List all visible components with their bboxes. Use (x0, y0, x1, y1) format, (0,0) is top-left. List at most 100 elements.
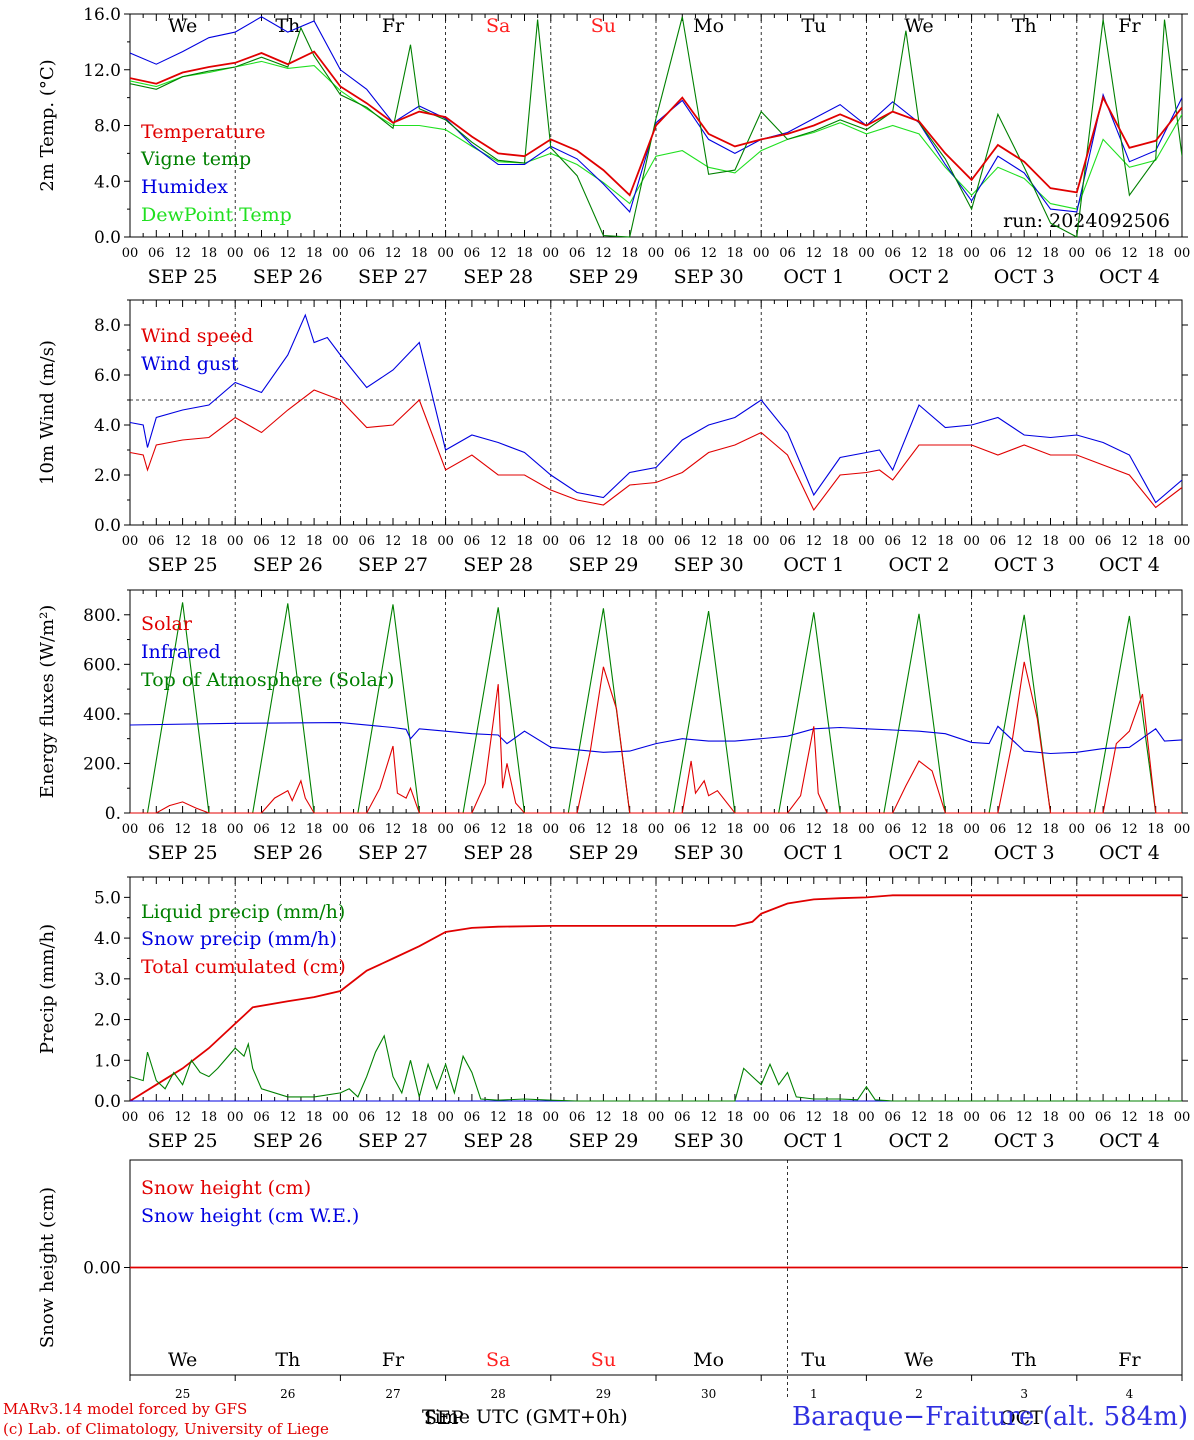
hour-tick-label: 00 (648, 246, 665, 261)
y-tick-label: 400. (83, 705, 121, 725)
series-line-vigne-temp (130, 16, 1182, 238)
hour-tick-label: 18 (937, 534, 954, 549)
weekday-label: Su (591, 15, 616, 37)
hour-tick-label: 06 (148, 822, 165, 837)
y-tick-label: 200. (83, 754, 121, 774)
date-label: OCT 3 (994, 842, 1055, 864)
hour-tick-label: 12 (280, 822, 297, 837)
y-axis-title: Precip (mm/h) (37, 924, 58, 1054)
hour-tick-label: 00 (648, 822, 665, 837)
date-label: SEP 27 (358, 842, 428, 864)
date-label: SEP 28 (463, 842, 533, 864)
hour-tick-label: 00 (437, 1110, 454, 1125)
hour-tick-label: 06 (779, 246, 796, 261)
run-label: run: 2024092506 (1003, 210, 1170, 232)
hour-tick-label: 00 (437, 534, 454, 549)
hour-tick-label: 06 (253, 1110, 270, 1125)
weekday-label: We (168, 15, 197, 37)
panel-1: 0.0 4.0 8.0 12.0 16.0 2m Temp. (°C) 00 06 12 18 00… (37, 5, 1190, 288)
hour-tick-label: 06 (464, 1110, 481, 1125)
hour-tick-label: 00 (1174, 246, 1191, 261)
hour-tick-label: 06 (884, 1110, 901, 1125)
hour-tick-label: 12 (1016, 822, 1033, 837)
hour-tick-label: 06 (674, 534, 691, 549)
hour-tick-label: 12 (174, 246, 191, 261)
date-label: OCT 1 (783, 1130, 844, 1152)
date-label: SEP 25 (148, 266, 218, 288)
hour-tick-label: 18 (621, 822, 638, 837)
hour-tick-label: 18 (201, 1110, 218, 1125)
model-credit: MARv3.14 model forced by GFS (3, 1400, 248, 1418)
legend-entry: Humidex (141, 176, 228, 198)
hour-tick-label: 12 (490, 1110, 507, 1125)
hour-tick-label: 12 (806, 1110, 823, 1125)
hour-tick-label: 00 (437, 822, 454, 837)
hour-tick-label: 18 (516, 822, 533, 837)
legend-entry: Snow height (cm) (141, 1177, 311, 1199)
hour-tick-label: 00 (122, 822, 139, 837)
hour-tick-label: 12 (490, 822, 507, 837)
legend-entry: DewPoint Temp (141, 204, 292, 226)
hour-tick-label: 18 (306, 822, 323, 837)
hour-tick-label: 18 (727, 1110, 744, 1125)
weekday-label: Fr (1118, 1349, 1141, 1371)
hour-tick-label: 18 (306, 246, 323, 261)
hour-tick-label: 00 (122, 534, 139, 549)
panel-3: 0. 200. 400. 600. 800. Energy fluxes (W/m²) 00… (37, 589, 1190, 864)
hour-tick-label: 12 (385, 1110, 402, 1125)
hour-tick-label: 06 (884, 246, 901, 261)
date-label: OCT 4 (1099, 1130, 1160, 1152)
y-axis-title: Snow height (cm) (37, 1187, 58, 1348)
hour-tick-label: 00 (858, 1110, 875, 1125)
date-label: OCT 2 (889, 266, 950, 288)
legend-entry: Total cumulated (cm) (141, 956, 346, 978)
hour-tick-label: 00 (1174, 1110, 1191, 1125)
hour-tick-label: 06 (148, 534, 165, 549)
hour-tick-label: 12 (806, 246, 823, 261)
hour-tick-label: 12 (911, 822, 928, 837)
weekday-label: Mo (693, 15, 724, 37)
hour-tick-label: 00 (543, 822, 560, 837)
hour-tick-label: 18 (1042, 1110, 1059, 1125)
date-label: SEP 30 (674, 842, 744, 864)
series-line-temperature (130, 50, 1182, 197)
hour-tick-label: 06 (253, 822, 270, 837)
date-label: SEP 26 (253, 842, 323, 864)
weekday-label: Th (1012, 15, 1037, 37)
hour-tick-label: 18 (727, 246, 744, 261)
date-label: SEP 29 (568, 554, 638, 576)
y-tick-label: 6.0 (94, 366, 121, 386)
hour-tick-label: 00 (858, 246, 875, 261)
date-label: OCT 4 (1099, 266, 1160, 288)
hour-tick-label: 06 (358, 1110, 375, 1125)
day-number-label: 4 (1126, 1387, 1134, 1401)
hour-tick-label: 00 (648, 534, 665, 549)
legend-entry: Temperature (141, 121, 265, 143)
date-label: SEP 27 (358, 266, 428, 288)
hour-tick-label: 18 (411, 534, 428, 549)
y-tick-label: 16.0 (83, 5, 121, 25)
y-tick-label: 4.0 (94, 416, 121, 436)
legend-entry: Wind gust (141, 353, 239, 375)
hour-tick-label: 06 (358, 246, 375, 261)
hour-tick-label: 00 (227, 246, 244, 261)
weekday-label: We (168, 1349, 197, 1371)
hour-tick-label: 00 (543, 246, 560, 261)
hour-tick-label: 18 (621, 246, 638, 261)
legend-entry: Snow precip (mm/h) (141, 928, 337, 950)
hour-tick-label: 12 (174, 1110, 191, 1125)
y-axis-title: Energy fluxes (W/m²) (37, 605, 58, 799)
hour-tick-label: 00 (1174, 534, 1191, 549)
hour-tick-label: 18 (1042, 246, 1059, 261)
hour-tick-label: 12 (700, 822, 717, 837)
y-tick-label: 800. (83, 606, 121, 626)
weekday-label: Tu (801, 1349, 826, 1371)
hour-tick-label: 18 (411, 822, 428, 837)
hour-tick-label: 00 (1069, 1110, 1086, 1125)
day-number-label: 1 (810, 1387, 818, 1401)
date-label: OCT 3 (994, 266, 1055, 288)
series-line-wind-gust (130, 313, 1182, 504)
hour-tick-label: 00 (543, 534, 560, 549)
date-label: OCT 2 (889, 1130, 950, 1152)
hour-tick-label: 18 (201, 822, 218, 837)
